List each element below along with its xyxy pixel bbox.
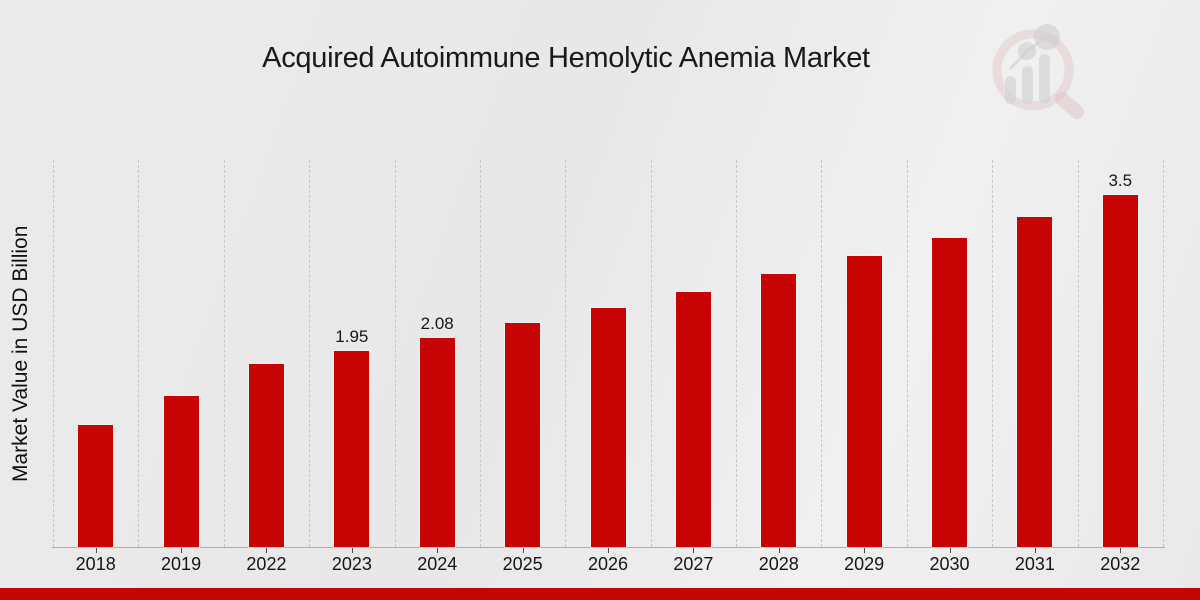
gridline — [650, 160, 652, 547]
x-axis-label: 2019 — [161, 554, 202, 574]
gridline — [309, 160, 311, 547]
bar-2032 — [1102, 195, 1138, 547]
x-axis-tick — [778, 548, 780, 553]
x-axis-tick — [522, 548, 524, 553]
x-axis-tick — [95, 548, 97, 553]
gridline — [53, 160, 54, 547]
gridline — [821, 160, 823, 547]
x-axis-tick — [351, 548, 353, 553]
x-axis-label: 2026 — [587, 554, 629, 574]
x-axis-tick — [949, 548, 951, 553]
x-axis-tick — [181, 548, 183, 553]
x-axis-tick — [437, 548, 439, 553]
gridline — [1077, 160, 1079, 547]
bar-2024 — [419, 338, 455, 547]
plot-area: 2018 2019 2022 1.95 2023 2.08 2024 2025 2026 2027… — [52, 160, 1165, 574]
bar-2028 — [761, 274, 797, 547]
x-axis-tick — [608, 548, 609, 553]
gridline — [138, 160, 140, 547]
bar-2023 — [334, 351, 370, 547]
x-axis-tick — [1120, 548, 1122, 553]
bar-2025 — [505, 323, 541, 547]
bar-2019 — [163, 396, 199, 547]
gridline — [394, 160, 396, 547]
bar-2027 — [675, 292, 711, 547]
x-axis-label: 2028 — [758, 554, 799, 574]
y-axis-label: Market Value in USD Billion — [9, 225, 32, 482]
bar-2029 — [846, 256, 882, 547]
magnifier-bar-chart-logo-icon — [983, 20, 1093, 120]
bar-2030 — [932, 238, 968, 547]
gridline — [1163, 160, 1164, 547]
x-axis-label: 2024 — [417, 554, 458, 574]
x-axis-label: 2029 — [844, 554, 885, 574]
x-axis-tick — [266, 548, 268, 553]
x-axis-label: 2032 — [1100, 554, 1141, 574]
chart-title: Acquired Autoimmune Hemolytic Anemia Mar… — [262, 42, 870, 74]
bar-2022 — [248, 364, 284, 547]
gridline — [736, 160, 738, 547]
x-axis-label: 2031 — [1014, 554, 1055, 574]
gridline — [479, 160, 481, 547]
bar-value-label: 1.95 — [335, 327, 369, 346]
gridline — [992, 160, 994, 547]
bar-2031 — [1017, 217, 1053, 547]
x-axis-tick — [693, 548, 695, 553]
bar-value-label: 3.5 — [1108, 171, 1133, 190]
x-axis-tick — [1034, 548, 1036, 553]
x-axis-label: 2018 — [75, 554, 116, 574]
gridline — [223, 160, 225, 547]
x-axis-tick — [864, 548, 866, 553]
x-axis-label: 2027 — [673, 554, 714, 574]
bar-value-label: 2.08 — [420, 314, 454, 333]
x-axis-label: 2022 — [246, 554, 287, 574]
gridline — [906, 160, 908, 547]
bar-2018 — [78, 425, 114, 547]
bottom-accent-bar — [0, 588, 1200, 600]
x-axis-label: 2023 — [331, 554, 372, 574]
bar-2026 — [590, 308, 626, 547]
gridline — [565, 160, 567, 547]
x-axis-line — [52, 547, 1165, 548]
x-axis-label: 2025 — [502, 554, 543, 574]
x-axis-label: 2030 — [929, 554, 970, 574]
